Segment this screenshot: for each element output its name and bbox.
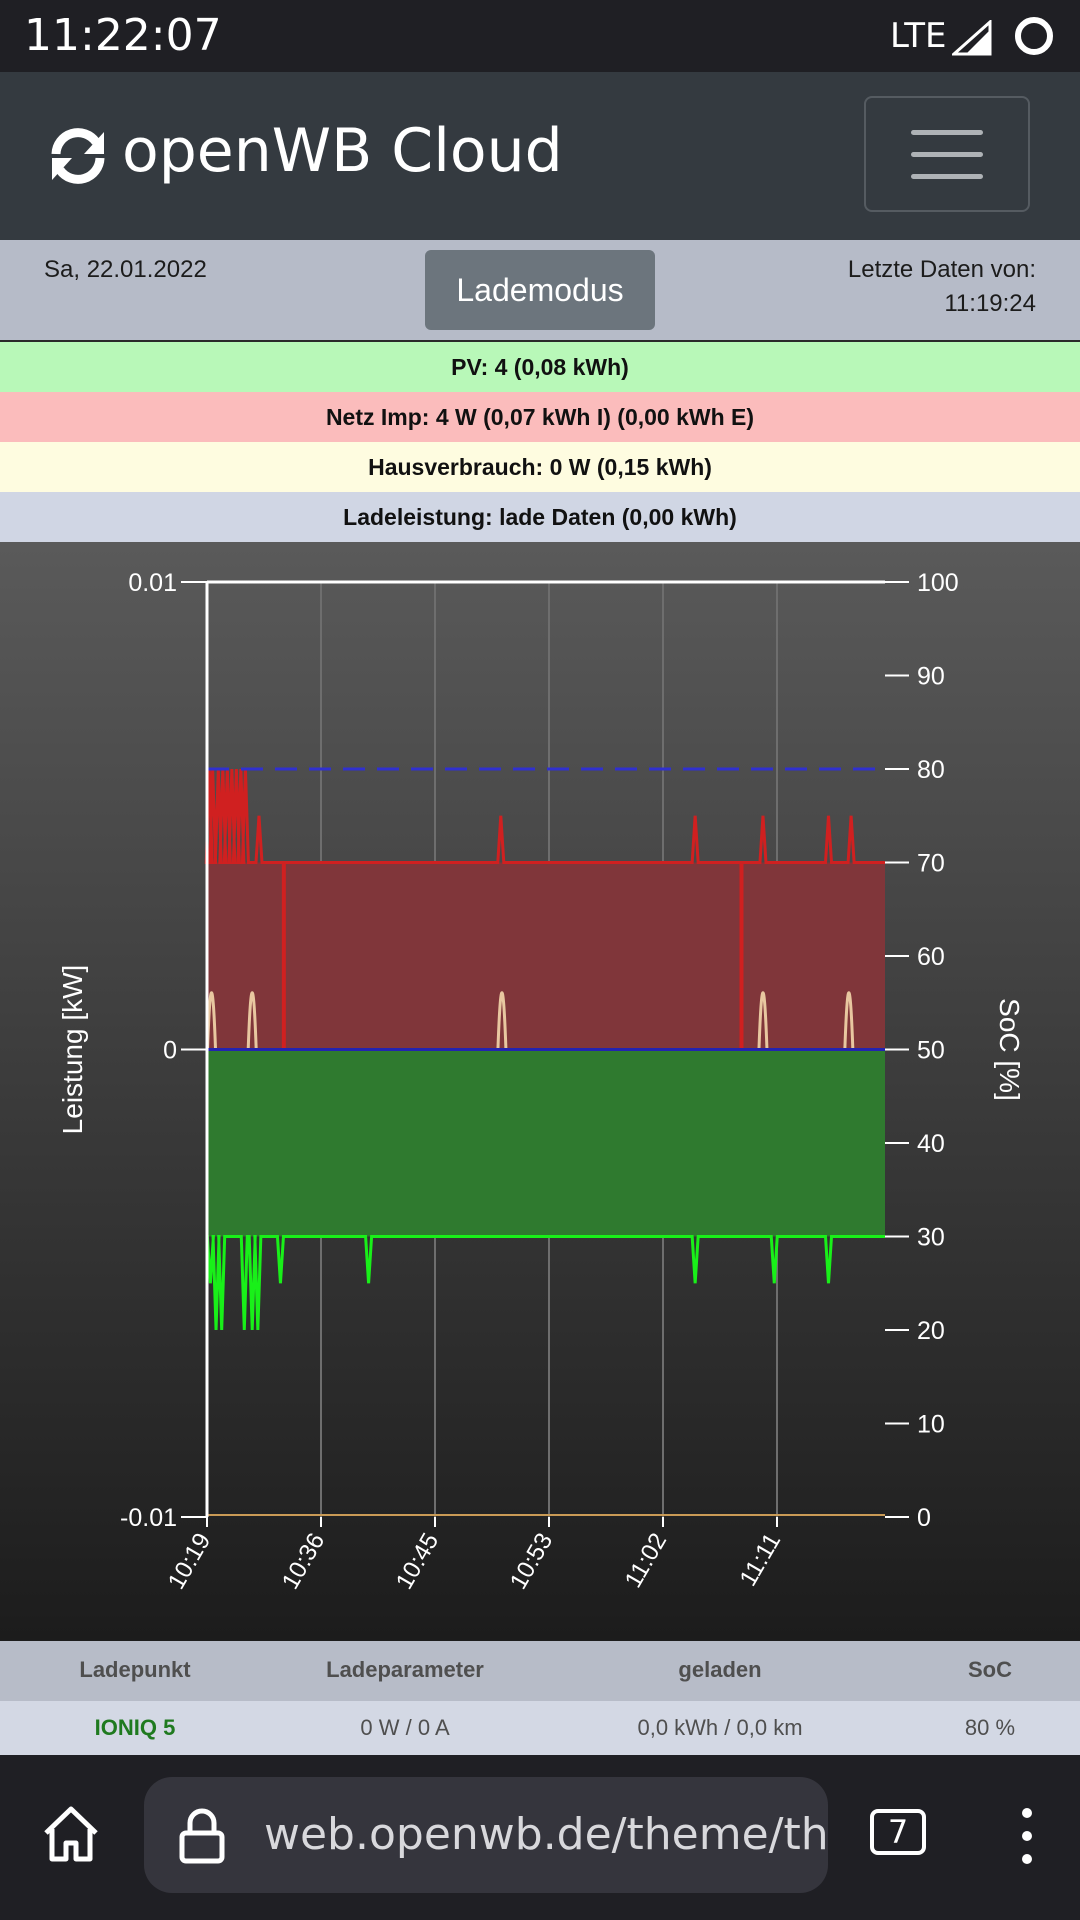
- charge-point-name[interactable]: IONIQ 5: [94, 1715, 176, 1740]
- charge-summary: Ladeleistung: lade Daten (0,00 kWh): [0, 492, 1080, 542]
- pv-line: [205, 1235, 885, 1331]
- y-right-tick-label: 70: [917, 850, 945, 878]
- x-tick-label: 10:53: [505, 1529, 558, 1595]
- header-soc: SoC: [968, 1657, 1012, 1682]
- url-bar[interactable]: web.openwb.de/theme/theme: [144, 1777, 828, 1893]
- y-right-tick-label: 80: [917, 756, 945, 784]
- pv-summary: PV: 4 (0,08 kWh): [0, 342, 1080, 392]
- power-chart: 10:19 10:36 10:45 10:53 11:02 11:11 0.01 0 -0.01…: [0, 542, 1080, 1641]
- sync-status-icon: [1015, 17, 1053, 55]
- more-vert-icon[interactable]: [1016, 1805, 1038, 1867]
- header-geladen: geladen: [678, 1657, 762, 1682]
- y-right-tick-label: 10: [917, 1411, 945, 1439]
- table-row[interactable]: IONIQ 5 0 W / 0 A 0,0 kWh / 0,0 km 80 %: [0, 1701, 1080, 1755]
- status-bar: 11:22:07 LTE: [0, 0, 1080, 72]
- date-label: Sa, 22.01.2022: [44, 256, 207, 283]
- charged-amount: 0,0 kWh / 0,0 km: [637, 1715, 803, 1740]
- lademodus-button[interactable]: Lademodus: [425, 250, 655, 330]
- house-consumption-peak: [757, 991, 769, 1050]
- y-left-tick-label: -0.01: [120, 1504, 177, 1532]
- tabs-count-button[interactable]: 7: [870, 1809, 926, 1855]
- info-bar: Sa, 22.01.2022 Lademodus Letzte Daten vo…: [0, 240, 1080, 340]
- grid-import-line: [204, 768, 885, 864]
- y-right-tick-label: 50: [917, 1037, 945, 1065]
- app-title: openWB Cloud: [122, 116, 563, 186]
- house-consumption-peak: [246, 991, 258, 1050]
- hamburger-menu-icon: [911, 130, 983, 135]
- last-data-time: 11:19:24: [944, 290, 1036, 317]
- charge-params: 0 W / 0 A: [360, 1715, 450, 1740]
- y-right-tick-label: 20: [917, 1317, 945, 1345]
- y-right-tick-label: 100: [917, 569, 959, 597]
- x-tick-label: 10:36: [277, 1529, 330, 1595]
- header-ladepunkt: Ladepunkt: [79, 1657, 191, 1682]
- y-right-tick-label: 60: [917, 943, 945, 971]
- network-type: LTE: [890, 16, 947, 56]
- browser-bar: web.openwb.de/theme/theme 7: [0, 1755, 1080, 1920]
- pv-area: [207, 1049, 885, 1237]
- x-tick-label: 10:19: [163, 1529, 216, 1595]
- header-ladeparameter: Ladeparameter: [326, 1657, 484, 1682]
- table-header: Ladepunkt Ladeparameter geladen SoC: [0, 1641, 1080, 1701]
- home-icon[interactable]: [40, 1803, 102, 1865]
- y-left-axis-title: Leistung [kW]: [57, 965, 88, 1135]
- lock-icon: [179, 1808, 225, 1864]
- y-right-axis-title: SoC [%]: [994, 998, 1025, 1101]
- status-time: 11:22:07: [24, 10, 222, 61]
- house-consumption-peak: [496, 991, 508, 1050]
- house-consumption-peak: [843, 991, 855, 1050]
- sync-icon: [51, 128, 105, 184]
- y-right-tick-label: 90: [917, 663, 945, 691]
- hamburger-line: [911, 174, 983, 179]
- y-right-tick-label: 0: [917, 1504, 931, 1532]
- y-left-tick-label: 0.01: [128, 569, 177, 597]
- x-tick-label: 10:45: [391, 1529, 444, 1595]
- signal-icon: [952, 20, 992, 56]
- menu-button[interactable]: [864, 96, 1030, 212]
- grid-import-area: [207, 862, 885, 1050]
- soc-value: 80 %: [964, 1715, 1016, 1740]
- x-tick-label: 11:02: [620, 1529, 673, 1593]
- y-right-tick-label: 30: [917, 1224, 945, 1252]
- app-header: openWB Cloud: [0, 72, 1080, 240]
- y-left-tick-label: 0: [163, 1037, 177, 1065]
- last-data-label: Letzte Daten von:: [847, 256, 1036, 283]
- x-tick-label: 11:11: [735, 1529, 787, 1591]
- house-summary: Hausverbrauch: 0 W (0,15 kWh): [0, 442, 1080, 492]
- hamburger-line: [911, 152, 983, 157]
- chart-svg: 10:19 10:36 10:45 10:53 11:02 11:11 0.01 0 -0.01…: [57, 569, 1025, 1595]
- y-right-tick-label: 40: [917, 1130, 945, 1158]
- url-text: web.openwb.de/theme/theme: [264, 1809, 828, 1860]
- grid-summary: Netz Imp: 4 W (0,07 kWh I) (0,00 kWh E): [0, 392, 1080, 442]
